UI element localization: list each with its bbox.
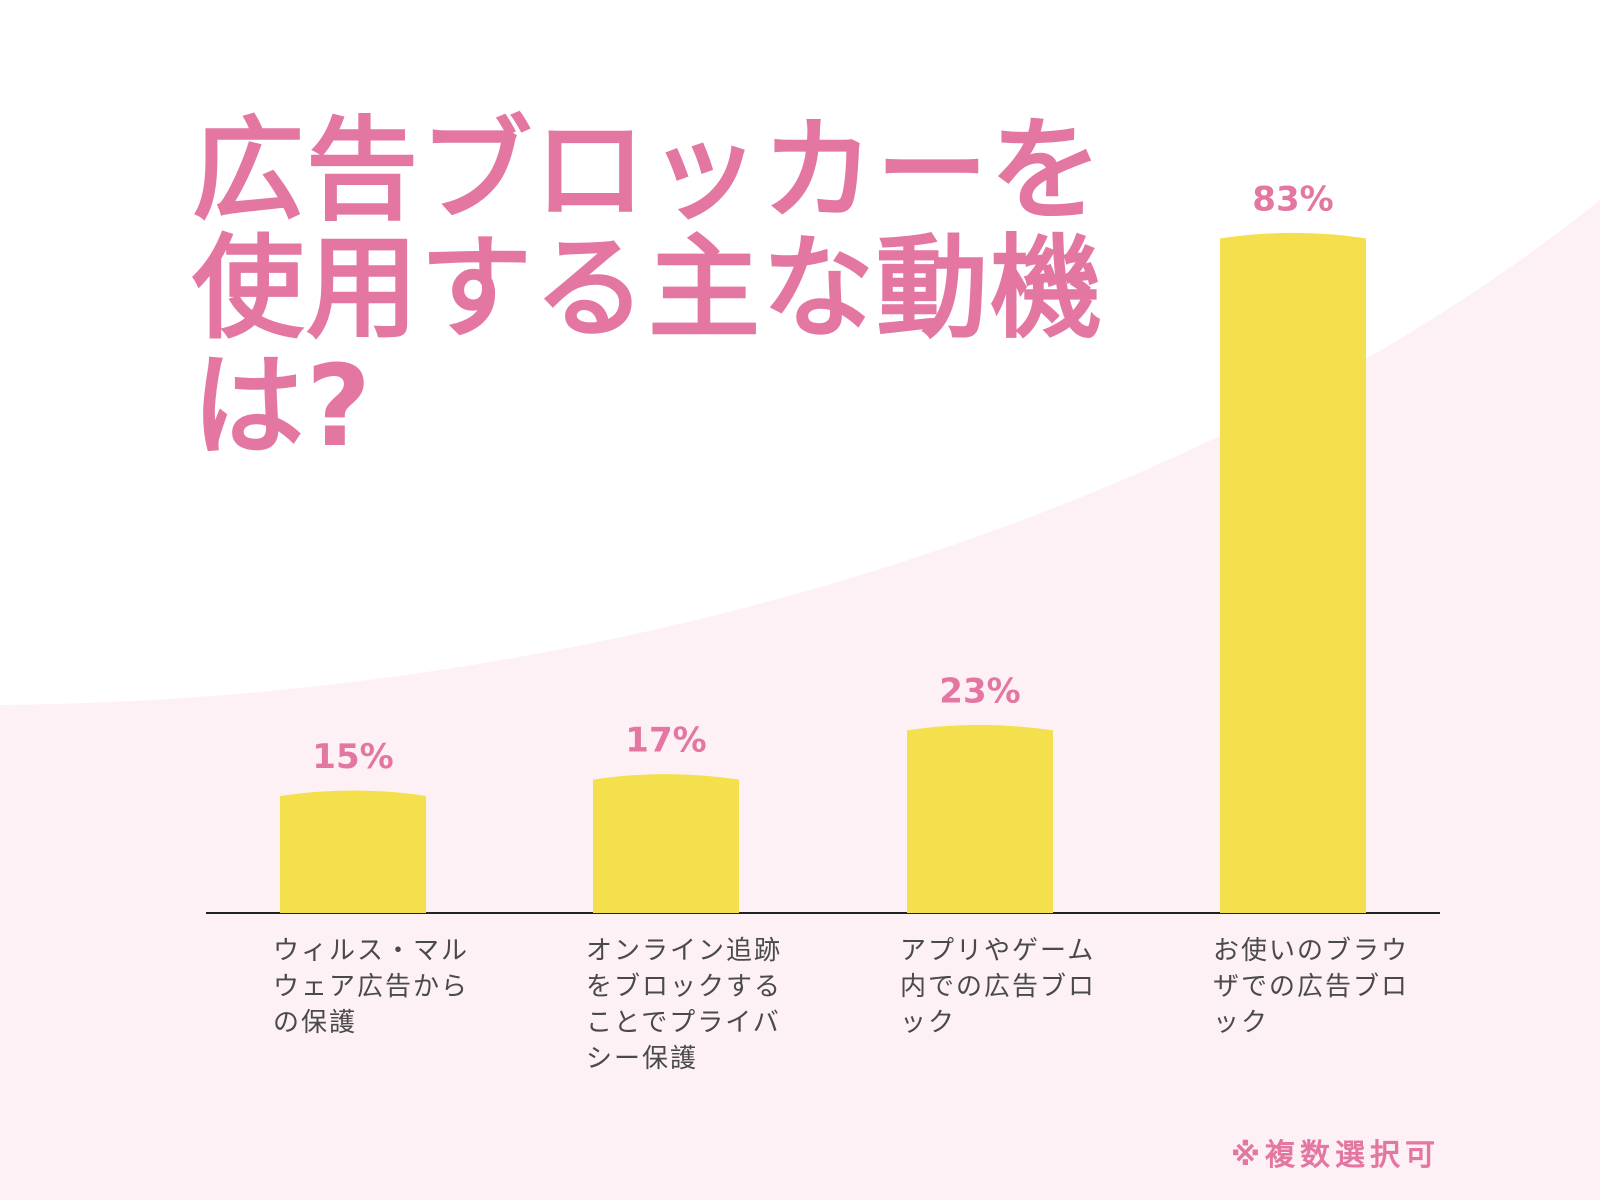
- background-curve: [0, 200, 1600, 1200]
- category-label-3: アプリやゲーム内での広告ブロック: [900, 936, 1097, 1038]
- category-label-2: オンライン追跡をブロックすることでプライバシー保護: [586, 936, 783, 1074]
- bar-4: [1220, 232, 1366, 913]
- category-label-1: ウィルス・マルウェア広告からの保護: [273, 936, 470, 1038]
- category-label-4: お使いのブラウザでの広告ブロック: [1213, 936, 1410, 1038]
- bar-1: [280, 790, 426, 913]
- value-label-4: 83%: [1252, 179, 1333, 219]
- bar-2: [593, 774, 739, 913]
- bar-3: [907, 724, 1053, 913]
- footnote: ※複数選択可: [1230, 1138, 1440, 1173]
- value-label-2: 17%: [625, 721, 706, 761]
- value-label-3: 23%: [939, 671, 1020, 711]
- value-label-1: 15%: [312, 737, 393, 777]
- chart-title: 広告ブロッカーを使用する主な動機は?: [192, 106, 1104, 472]
